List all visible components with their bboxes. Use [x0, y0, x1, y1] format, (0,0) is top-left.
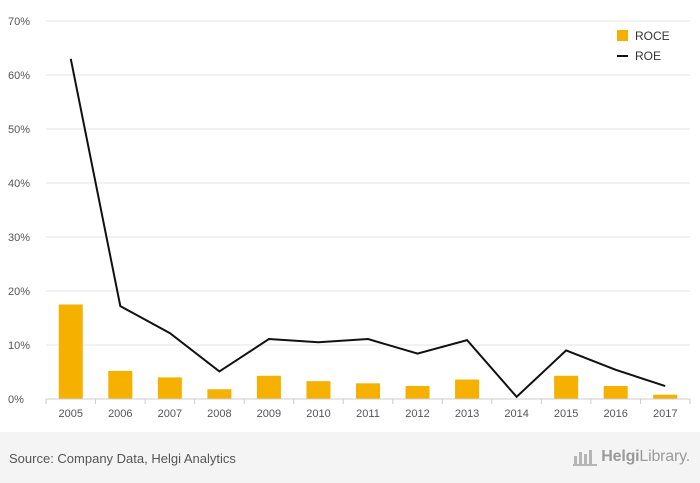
roce-bar: [58, 304, 83, 399]
x-tick-label: 2006: [108, 408, 132, 420]
x-tick-label: 2010: [306, 408, 330, 420]
legend: ROCE ROE: [617, 29, 670, 63]
roce-bar: [653, 394, 678, 399]
legend-roce-swatch: [617, 30, 628, 41]
y-tick-label: 60%: [8, 70, 30, 82]
x-tick-label: 2011: [356, 408, 380, 420]
roce-bar: [256, 375, 281, 399]
roe-line-path: [69, 58, 666, 399]
legend-roe-label: ROE: [635, 49, 661, 63]
y-tick-label: 20%: [8, 286, 30, 298]
roce-bar: [108, 370, 133, 399]
brand-name: HelgiLibrary.: [601, 448, 690, 466]
brand-suffix: Library.: [639, 448, 690, 465]
roce-bar: [455, 379, 480, 399]
y-tick-label: 0%: [8, 394, 24, 406]
library-icon: [573, 450, 598, 466]
gridlines: [46, 20, 690, 346]
roce-bar: [603, 386, 628, 399]
brand-logo: HelgiLibrary.: [573, 446, 690, 468]
x-tick-label: 2017: [653, 408, 677, 420]
roce-bars: [58, 304, 678, 399]
y-tick-label: 70%: [8, 16, 30, 28]
x-tick-label: 2016: [603, 408, 627, 420]
roe-line: [69, 58, 666, 399]
footer: Source: Company Data, Helgi Analytics He…: [0, 432, 700, 483]
source-text: Source: Company Data, Helgi Analytics: [9, 451, 236, 466]
x-axis: 2005 2006 2007 2008 2009 2010 2011 2012 2013 2014…: [45, 398, 691, 420]
y-axis: 0% 10% 20% 30% 40% 50% 60% 70%: [8, 16, 30, 406]
roce-bar: [207, 389, 232, 399]
roce-bar: [306, 381, 331, 399]
roce-bar: [157, 377, 182, 399]
y-tick-label: 10%: [8, 340, 30, 352]
legend-roce-label: ROCE: [635, 29, 670, 43]
chart-area: 0% 10% 20% 30% 40% 50% 60% 70% 2005 2006 2007 2008…: [8, 16, 691, 420]
y-tick-label: 30%: [8, 232, 30, 244]
x-tick-label: 2008: [207, 408, 231, 420]
x-tick-label: 2015: [554, 408, 578, 420]
x-tick-label: 2007: [158, 408, 182, 420]
x-tick-label: 2005: [59, 408, 83, 420]
x-tick-label: 2013: [455, 408, 479, 420]
y-tick-label: 50%: [8, 124, 30, 136]
roce-bar: [405, 386, 430, 399]
x-tick-label: 2012: [405, 408, 429, 420]
x-tick-label: 2014: [504, 408, 528, 420]
x-tick-label: 2009: [257, 408, 281, 420]
roce-bar: [554, 375, 579, 399]
brand-prefix: Helgi: [601, 448, 640, 465]
roce-bar: [356, 383, 380, 399]
y-tick-label: 40%: [8, 178, 30, 190]
